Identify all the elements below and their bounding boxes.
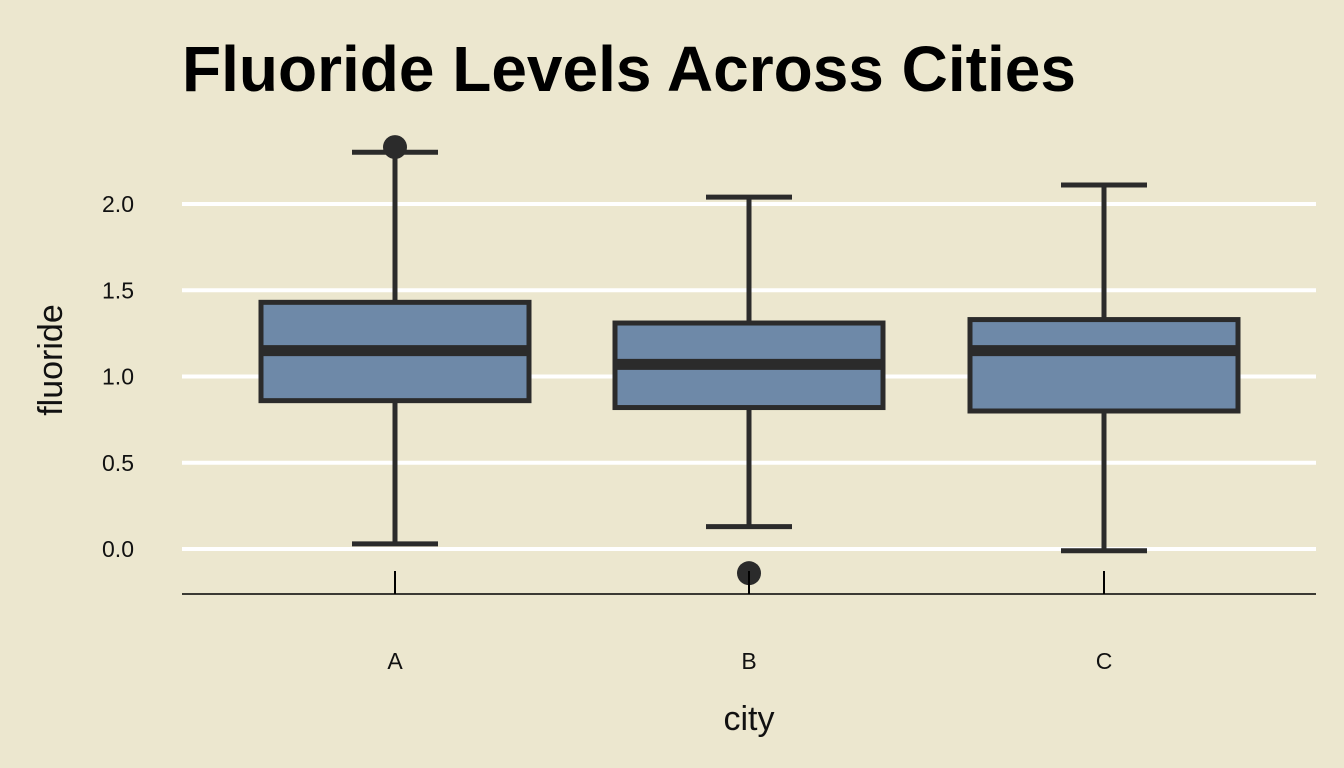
x-tick-label: B	[741, 648, 756, 674]
x-axis-title: city	[724, 700, 775, 738]
y-tick-label: 2.0	[102, 191, 134, 217]
x-tick-label: C	[1096, 648, 1113, 674]
box-A	[258, 135, 532, 547]
box-iqr	[967, 317, 1241, 414]
box-B	[612, 194, 886, 586]
y-axis-title: fluoride	[32, 304, 70, 416]
x-tick-label: A	[387, 648, 403, 674]
y-tick-label: 1.0	[102, 364, 134, 390]
y-tick-label: 0.5	[102, 450, 134, 476]
box-series	[258, 135, 1241, 586]
x-axis-ticks: A B C	[387, 571, 1112, 674]
y-axis-ticks: 0.0 0.5 1.0 1.5 2.0	[102, 191, 134, 562]
box-C	[967, 182, 1241, 554]
y-tick-label: 0.0	[102, 536, 134, 562]
y-tick-label: 1.5	[102, 277, 134, 303]
chart-title: Fluoride Levels Across Cities	[182, 33, 1076, 105]
outlier-point	[383, 135, 407, 160]
